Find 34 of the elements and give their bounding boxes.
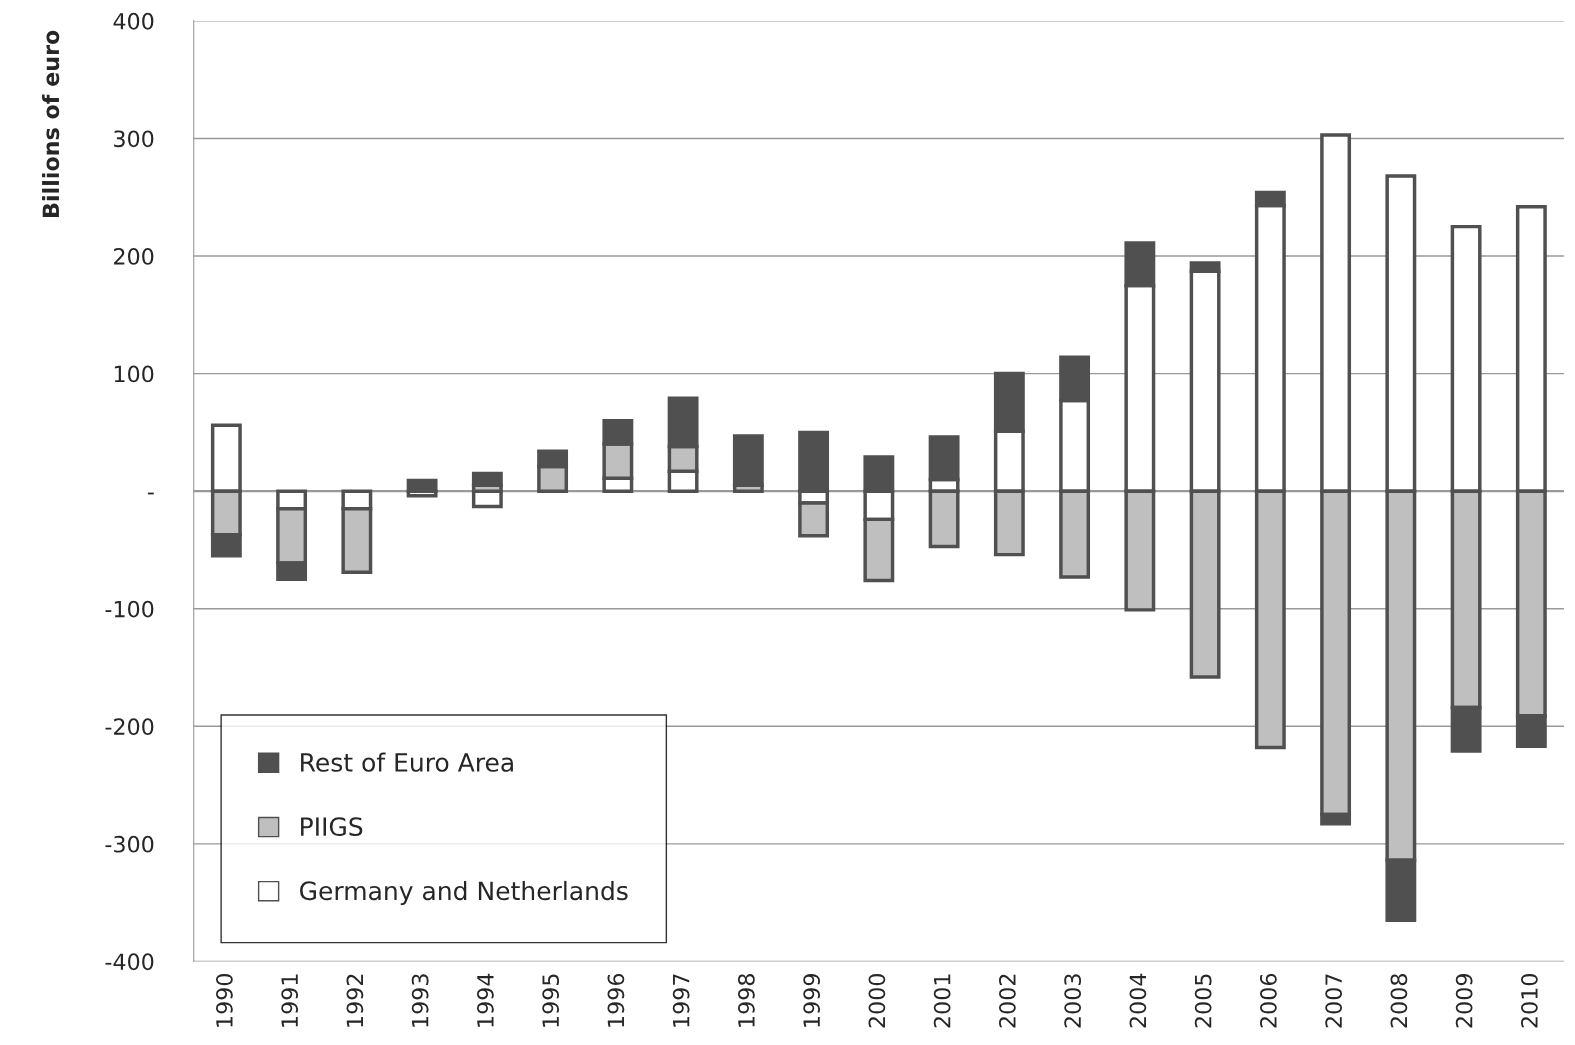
y-tick-label: 200 — [114, 247, 154, 265]
x-tick-label: 1997 — [672, 974, 690, 1027]
y-tick-label: 100 — [114, 365, 154, 383]
x-tick-label: 1995 — [542, 974, 560, 1027]
x-tick-label: 2002 — [998, 974, 1016, 1028]
x-tick-label: 1996 — [607, 973, 625, 1027]
x-tick-label: 1999 — [803, 974, 821, 1027]
x-tick-label: 1992 — [346, 974, 364, 1027]
x-tick-label: 2000 — [868, 973, 886, 1028]
legend-label: Rest of Euro Area — [301, 752, 513, 772]
x-tick-label: 2009 — [1455, 974, 1473, 1028]
x-tick-label: 2003 — [1064, 974, 1082, 1028]
y-tick-label: -300 — [105, 835, 154, 853]
x-tick-label: 2001 — [933, 974, 951, 1028]
x-tick-label: 2005 — [1194, 974, 1212, 1028]
x-tick-label: 1993 — [411, 974, 429, 1027]
y-tick-label: 400 — [113, 12, 154, 30]
x-tick-label: 1998 — [737, 974, 755, 1027]
x-tick-label: 2008 — [1390, 974, 1408, 1028]
x-tick-label: 2006 — [1259, 973, 1277, 1028]
y-tick-label: - — [147, 492, 154, 495]
x-tick-label: 1994 — [476, 973, 494, 1027]
y-tick-label: 300 — [114, 130, 154, 148]
x-tick-label: 1991 — [281, 974, 299, 1027]
y-tick-label: -100 — [105, 600, 154, 618]
y-axis-title: Billions of euro — [42, 30, 60, 217]
legend-label: PIIGS — [301, 817, 363, 837]
y-tick-label: -400 — [105, 953, 154, 971]
legend-label: Germany and Netherlands — [300, 880, 628, 906]
x-tick-label: 2010 — [1520, 973, 1538, 1028]
y-tick-label: -200 — [105, 718, 154, 736]
x-tick-label: 2007 — [1325, 974, 1343, 1028]
x-tick-label: 2004 — [1129, 973, 1147, 1028]
x-tick-label: 1990 — [215, 973, 233, 1027]
